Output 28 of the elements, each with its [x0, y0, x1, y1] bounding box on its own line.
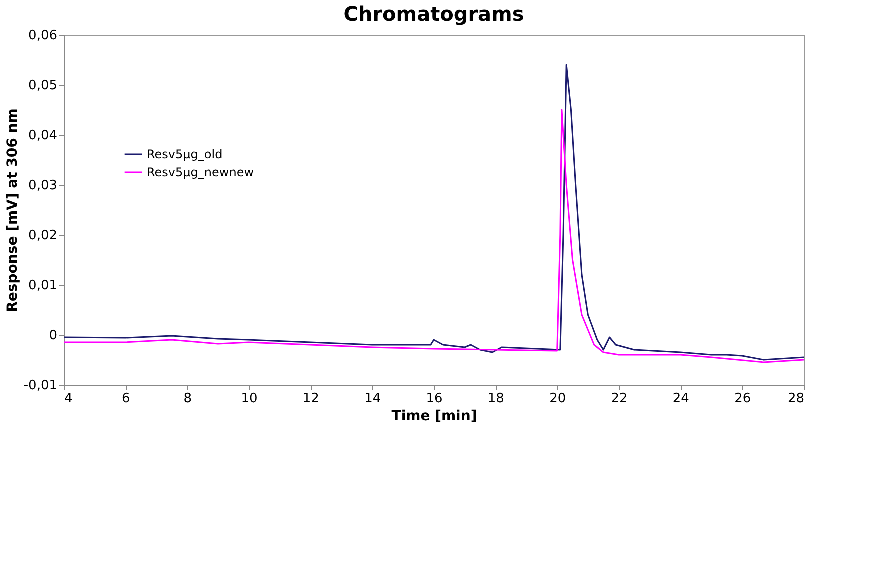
x-tick-label: 4	[64, 392, 73, 406]
x-tick-label: 10	[241, 392, 258, 406]
y-tick-label: 0	[49, 328, 58, 344]
y-tick-label: 0,06	[28, 28, 58, 44]
x-tick-label: 8	[184, 392, 192, 406]
x-tick-label: 12	[302, 392, 320, 406]
chart-title: Chromatograms	[344, 2, 524, 26]
line-series	[63, 64, 805, 361]
x-axis-title: Time [min]	[392, 408, 478, 424]
x-tick-label: 16	[426, 392, 443, 406]
x-tick-label: 18	[488, 392, 504, 406]
x-tick-label: 24	[672, 392, 690, 406]
legend-label: Resv5µg_newnew	[147, 166, 254, 180]
y-tick-label: 0,04	[28, 128, 58, 144]
y-tick-label: 0,05	[28, 78, 58, 94]
x-tick-label: 28	[788, 392, 804, 406]
y-tick-label: 0,01	[28, 278, 58, 294]
line-series	[63, 109, 805, 364]
y-tick-label: -0,01	[24, 378, 58, 394]
x-tick-label: 26	[734, 392, 752, 406]
y-tick-label: 0,02	[28, 228, 58, 244]
y-axis-title: Response [mV] at 306 nm	[4, 108, 21, 312]
x-tick-label: 6	[122, 392, 130, 406]
y-tick-label: 0,03	[28, 178, 58, 194]
x-tick-label: 14	[364, 392, 382, 406]
x-tick-label: 22	[611, 392, 628, 406]
legend-label: Resv5µg_old	[147, 148, 223, 162]
x-tick-label: 20	[550, 392, 566, 406]
